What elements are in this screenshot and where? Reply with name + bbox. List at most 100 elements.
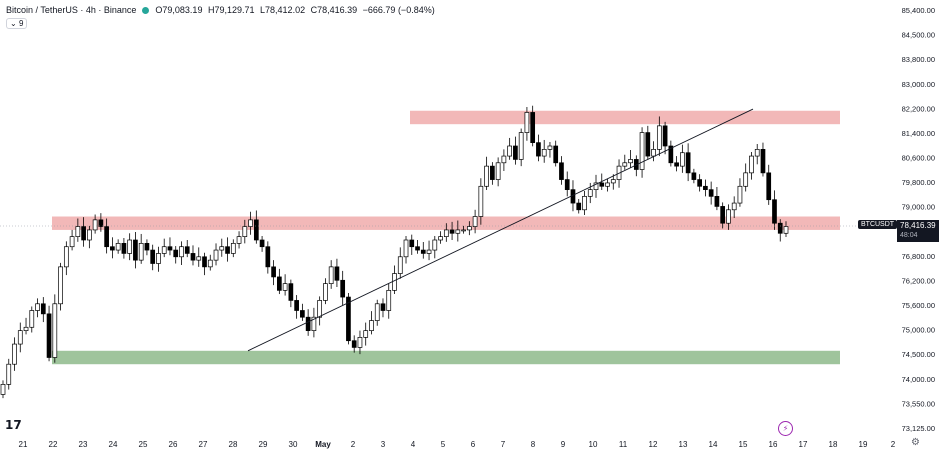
- candle-body: [420, 249, 426, 254]
- candle-body: [369, 320, 374, 331]
- candle-body: [645, 132, 651, 157]
- candle-body: [230, 243, 236, 254]
- y-tick-label: 76,200.00: [902, 276, 935, 285]
- candle-body: [403, 239, 409, 258]
- x-tick-label: 22: [49, 440, 58, 449]
- x-tick-label: 15: [739, 440, 748, 449]
- candle-body: [386, 290, 392, 311]
- x-tick-label: 9: [561, 440, 566, 449]
- ohlc-open: O79,083.19: [155, 5, 203, 15]
- y-tick-label: 80,600.00: [902, 154, 935, 163]
- symbol-price-label: BTCUSDT: [858, 220, 898, 229]
- candle-body: [622, 162, 628, 167]
- trendline: [247, 108, 754, 352]
- y-tick-label: 75,600.00: [902, 301, 935, 310]
- candle-body: [305, 316, 311, 331]
- candle-body: [357, 337, 363, 348]
- candle-body: [363, 330, 369, 338]
- candle-body: [17, 330, 23, 345]
- x-tick-label: 12: [649, 440, 658, 449]
- lightning-icon[interactable]: ⚡: [778, 421, 793, 436]
- candle-body: [495, 162, 501, 180]
- indicators-count: 9: [18, 19, 24, 28]
- candle-body: [323, 283, 328, 301]
- candle-body: [242, 226, 248, 237]
- gear-icon[interactable]: ⚙: [911, 437, 920, 448]
- candle-body: [582, 196, 587, 211]
- candle-body: [35, 303, 40, 311]
- candle-body: [777, 222, 783, 234]
- x-tick-label: 17: [799, 440, 808, 449]
- indicators-toggle-button[interactable]: ⌄ 9: [6, 18, 28, 29]
- candle-body: [173, 249, 179, 258]
- y-tick-label: 74,500.00: [902, 350, 935, 359]
- candle-body: [196, 256, 202, 261]
- market-status-icon: [142, 6, 150, 14]
- y-tick-label: 85,400.00: [902, 6, 935, 15]
- candle-body: [374, 303, 380, 321]
- candle-body: [207, 259, 213, 268]
- x-tick-label: 18: [829, 440, 838, 449]
- time-axis[interactable]: 21 22 23 24 25 26 27 28 29 30 May 2 3 4 5 6 7 8 9 10 11 12 13 1…: [19, 440, 896, 449]
- candle-body: [311, 316, 317, 331]
- candle-body: [46, 313, 52, 358]
- candle-body: [697, 179, 702, 187]
- candle-body: [248, 219, 253, 227]
- candle-body: [277, 276, 282, 291]
- candle-body: [564, 179, 570, 190]
- x-tick-label: 23: [79, 440, 88, 449]
- candle-body: [98, 219, 104, 227]
- candle-body: [714, 196, 720, 207]
- candle-body: [651, 149, 656, 157]
- candle-body: [553, 145, 559, 164]
- candle-body: [662, 125, 668, 147]
- candle-body: [518, 132, 524, 160]
- candle-body: [438, 236, 443, 241]
- candle-body: [530, 112, 536, 143]
- chart-legend: Bitcoin / TetherUS · 4h · Binance O79,08…: [6, 5, 438, 15]
- candle-body: [703, 185, 708, 190]
- x-tick-label: 27: [199, 440, 208, 449]
- tradingview-logo-icon[interactable]: 17: [5, 418, 22, 432]
- y-tick-label: 79,000.00: [902, 203, 935, 212]
- candle-body: [40, 303, 46, 315]
- candle-body: [656, 125, 662, 150]
- ohlc-change: −666.79 (−0.84%): [362, 5, 435, 15]
- candle-body: [674, 162, 679, 167]
- candle-body: [455, 229, 461, 234]
- x-tick-label: 2: [891, 440, 896, 449]
- candle-body: [461, 229, 466, 232]
- candle-body: [6, 363, 12, 385]
- x-tick-label: 24: [109, 440, 118, 449]
- candle-body: [576, 202, 582, 211]
- x-tick-label: 14: [709, 440, 718, 449]
- candle-body: [340, 279, 346, 298]
- candle-body: [167, 246, 173, 251]
- current-price: 78,416.39: [900, 221, 936, 230]
- candle-body: [754, 149, 760, 157]
- candle-body: [115, 243, 121, 251]
- x-tick-label: 5: [441, 440, 446, 449]
- y-tick-label: 73,125.00: [902, 424, 935, 433]
- x-tick-label: 25: [139, 440, 148, 449]
- y-tick-label: 74,000.00: [902, 375, 935, 384]
- candle-body: [29, 310, 35, 328]
- symbol-title[interactable]: Bitcoin / TetherUS · 4h · Binance: [6, 5, 137, 15]
- candle-body: [236, 236, 242, 244]
- candle-body: [161, 246, 167, 254]
- candle-body: [605, 182, 610, 187]
- candle-body: [92, 219, 98, 231]
- ohlc-values: O79,083.19 H79,129.71 L78,412.02 C78,416…: [155, 5, 437, 15]
- candle-body: [380, 303, 386, 311]
- candle-body: [472, 216, 478, 227]
- candle-body: [760, 149, 766, 174]
- candle-body: [351, 340, 357, 348]
- x-tick-label: 13: [679, 440, 688, 449]
- candle-body: [749, 155, 754, 174]
- candle-body: [610, 179, 616, 184]
- candle-body: [265, 246, 271, 268]
- candle-body: [507, 145, 512, 157]
- candle-body: [501, 155, 507, 164]
- candle-body: [156, 253, 161, 264]
